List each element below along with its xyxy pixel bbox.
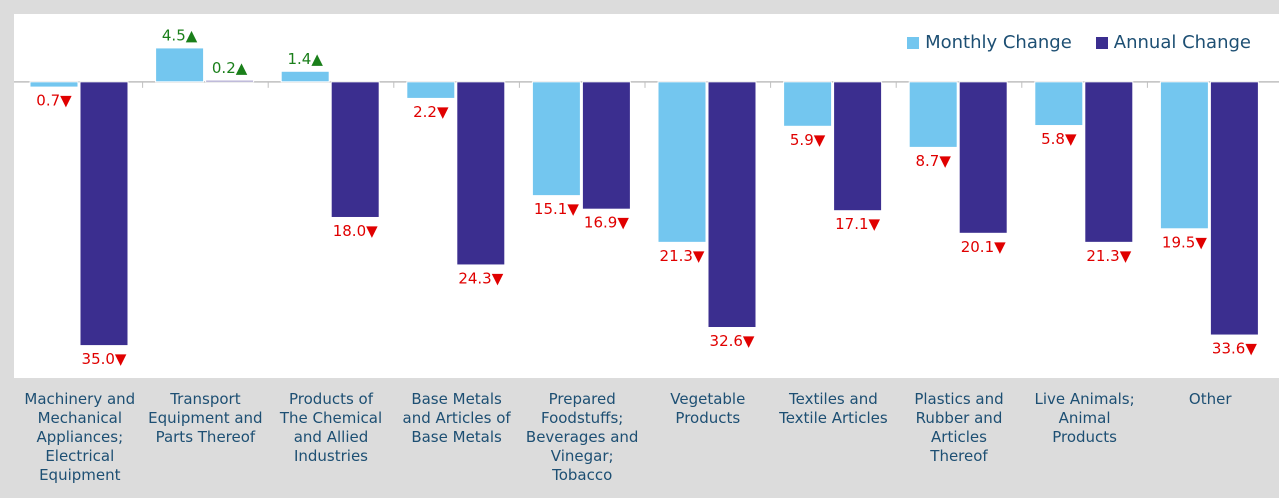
bar bbox=[707, 81, 757, 329]
x-tick-label: Transport Equipment and Parts Thereof bbox=[148, 390, 263, 446]
value-label: 32.6▼ bbox=[710, 332, 755, 350]
bar bbox=[280, 70, 330, 83]
legend-label: Monthly Change bbox=[925, 32, 1072, 53]
value-label: 8.7▼ bbox=[916, 152, 952, 170]
legend-item: Annual Change bbox=[1095, 32, 1251, 53]
legend-item: Monthly Change bbox=[907, 32, 1072, 53]
x-tick-label: Prepared Foodstuffs; Beverages and Vineg… bbox=[525, 390, 639, 484]
legend-swatch bbox=[907, 36, 920, 49]
bar bbox=[531, 81, 581, 197]
value-label: 21.3▼ bbox=[1086, 247, 1131, 265]
bar bbox=[330, 81, 380, 218]
bar bbox=[155, 47, 205, 83]
value-label: 0.2▲ bbox=[212, 59, 248, 77]
bar bbox=[1084, 81, 1134, 243]
x-tick-label: Live Animals; Animal Products bbox=[1034, 390, 1135, 446]
bar bbox=[908, 81, 958, 148]
value-label: 33.6▼ bbox=[1212, 340, 1257, 358]
x-tick-label: Machinery and Mechanical Appliances; Ele… bbox=[24, 390, 136, 484]
bar bbox=[783, 81, 833, 127]
value-label: 19.5▼ bbox=[1162, 233, 1207, 251]
bar bbox=[1209, 81, 1259, 336]
value-label: 17.1▼ bbox=[835, 215, 880, 233]
legend: Monthly Change Annual Change bbox=[907, 32, 1251, 53]
value-label: 20.1▼ bbox=[961, 238, 1006, 256]
bar bbox=[205, 79, 255, 83]
bar bbox=[406, 81, 456, 99]
bar bbox=[581, 81, 631, 210]
value-label: 35.0▼ bbox=[82, 350, 127, 368]
value-label: 0.7▼ bbox=[36, 92, 72, 110]
value-label: 2.2▼ bbox=[413, 103, 449, 121]
x-tick-label: Products of The Chemical and Allied Indu… bbox=[279, 390, 383, 465]
value-label: 16.9▼ bbox=[584, 214, 629, 232]
legend-label: Annual Change bbox=[1113, 32, 1251, 53]
bar bbox=[456, 81, 506, 266]
bar bbox=[29, 81, 79, 88]
value-label: 5.8▼ bbox=[1041, 130, 1077, 148]
value-label: 4.5▲ bbox=[162, 26, 198, 44]
x-tick-label: Vegetable Products bbox=[670, 390, 746, 427]
x-tick-label: Other bbox=[1188, 390, 1232, 408]
legend-swatch bbox=[1095, 36, 1108, 49]
value-label: 18.0▼ bbox=[333, 222, 378, 240]
value-label: 24.3▼ bbox=[458, 269, 503, 287]
bar bbox=[1034, 81, 1084, 127]
bar bbox=[958, 81, 1008, 234]
value-label: 1.4▲ bbox=[288, 50, 324, 68]
bar bbox=[79, 81, 129, 347]
value-label: 15.1▼ bbox=[534, 200, 579, 218]
value-label: 5.9▼ bbox=[790, 131, 826, 149]
x-tick-label: Base Metals and Articles of Base Metals bbox=[402, 390, 511, 446]
bar bbox=[1159, 81, 1209, 230]
x-tick-label: Plastics and Rubber and Articles Thereof bbox=[914, 390, 1004, 465]
plot-area bbox=[14, 14, 1279, 378]
x-tick-label: Textiles and Textile Articles bbox=[779, 390, 888, 427]
bar bbox=[657, 81, 707, 243]
value-label: 21.3▼ bbox=[660, 247, 705, 265]
bar bbox=[833, 81, 883, 212]
